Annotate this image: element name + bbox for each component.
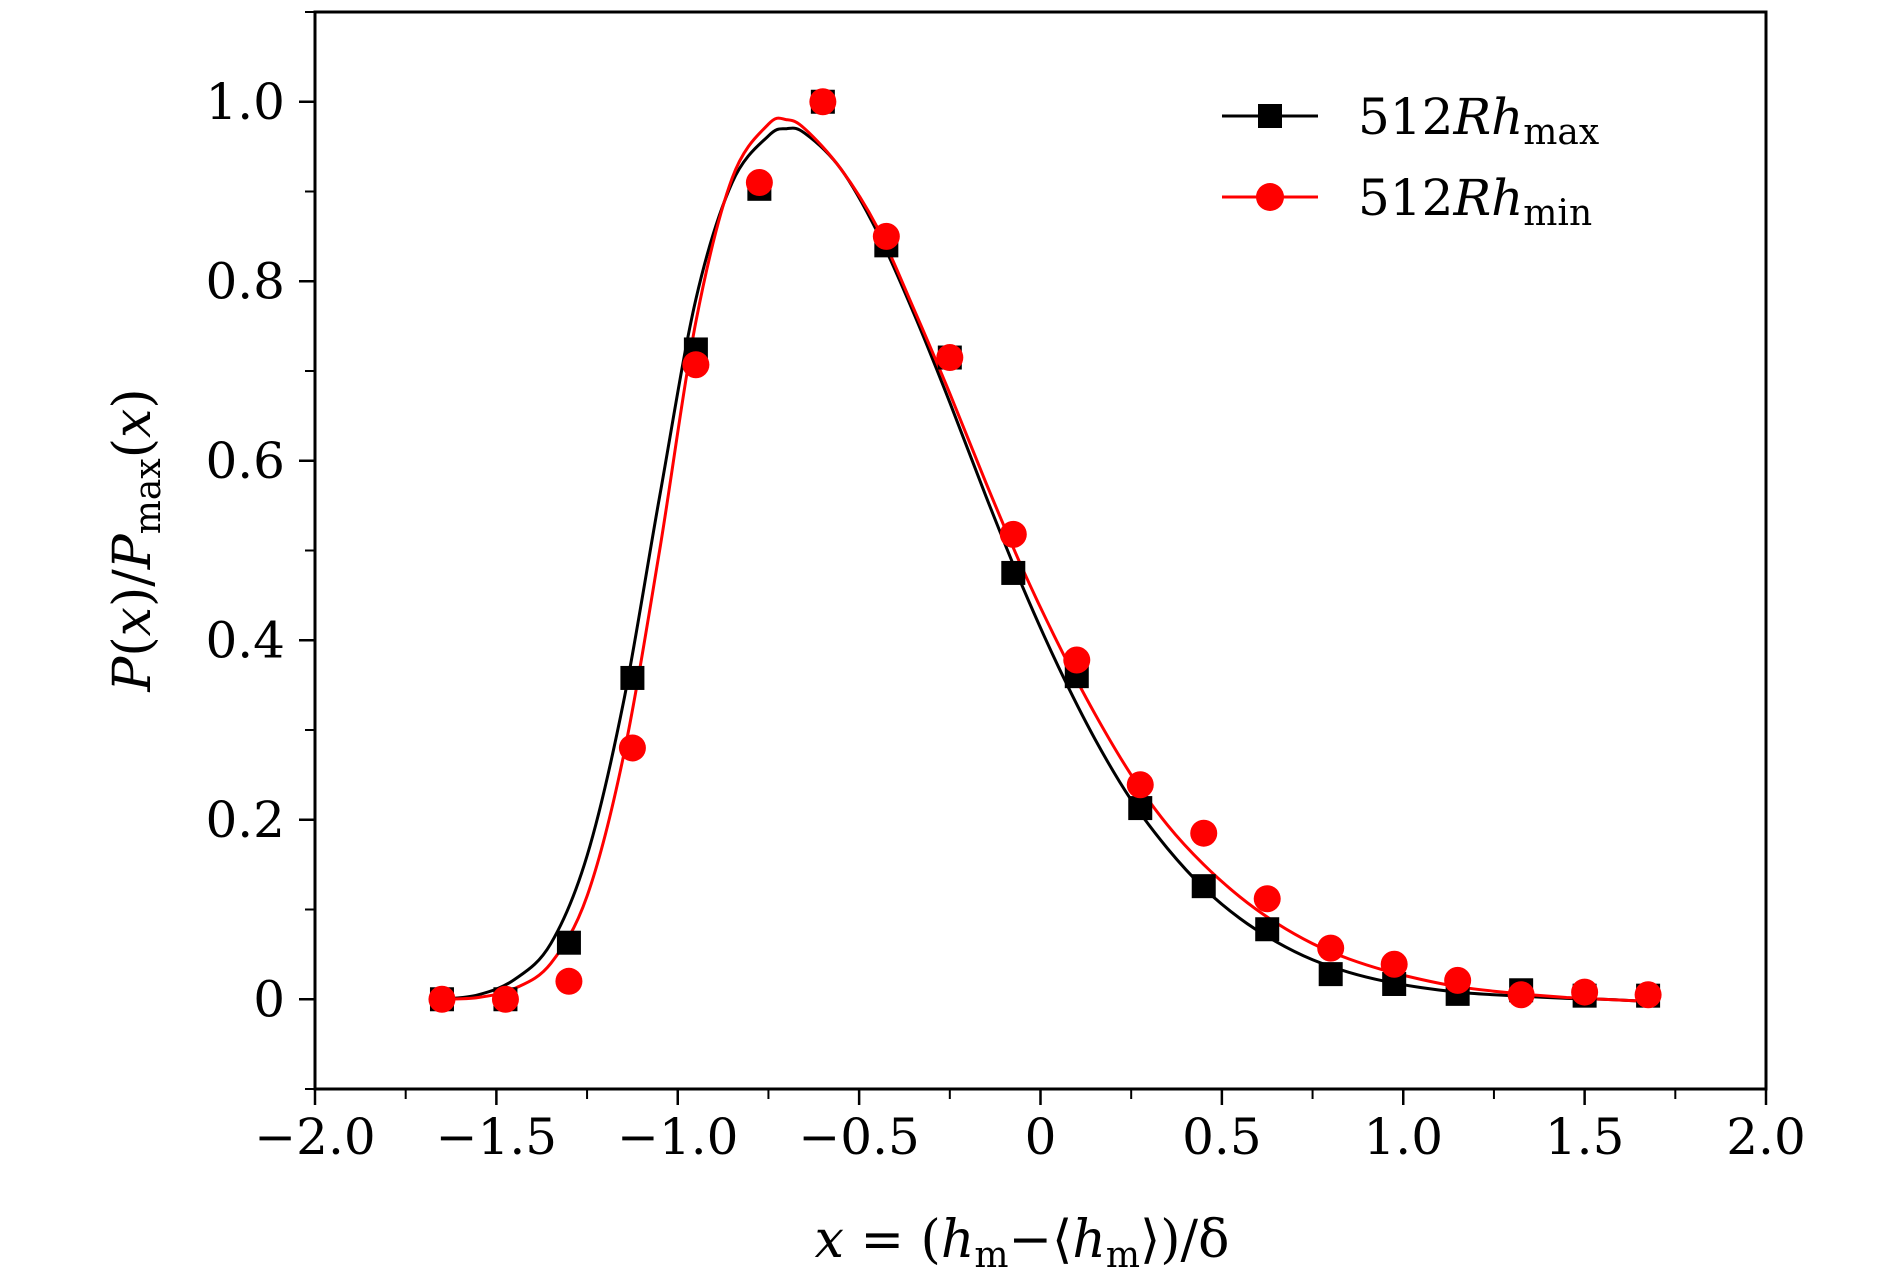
fit-curves (441, 116, 1640, 1003)
data-point-min (936, 344, 964, 372)
fit-curve-min (441, 116, 1640, 1003)
plot-frame (313, 10, 1768, 1091)
y-axis-title: P(x)/Pmax(x) (103, 388, 169, 692)
data-point-min (1571, 978, 1599, 1006)
data-point-min (809, 88, 837, 116)
data-point-min (555, 967, 583, 995)
data-point-min (1126, 771, 1154, 799)
data-point-max (1255, 917, 1280, 942)
axes: −2.0 −1.5 −1.0 −0.5 0 0.5 1.0 1.5 2.0 0 0.2 0.4 0.6 0… (205, 10, 1806, 1166)
data-point-min (1380, 950, 1408, 978)
legend-label-min: 512Rhmin (1358, 169, 1592, 234)
data-point-min (1317, 934, 1345, 962)
data-point-max (1318, 962, 1343, 987)
x-tick-label: −2.0 (254, 1108, 375, 1166)
data-point-min (745, 169, 773, 197)
legend-marker-max (1258, 104, 1282, 128)
data-point-max (556, 930, 581, 955)
fit-curve-max (441, 126, 1640, 1003)
y-tick-label: 0 (253, 970, 285, 1028)
data-point-min (1507, 981, 1535, 1009)
data-point-min (1634, 981, 1662, 1009)
data-point-min (491, 985, 519, 1013)
x-tick-label: 0 (1025, 1108, 1057, 1166)
x-tick-label: −1.5 (436, 1108, 557, 1166)
x-tick-label: −0.5 (798, 1108, 919, 1166)
legend-entry-min: 512Rhmin (1222, 169, 1592, 234)
y-tick-label: 0.6 (205, 432, 285, 490)
data-point-min (428, 985, 456, 1013)
data-point-min (1253, 885, 1281, 913)
data-point-min (999, 520, 1027, 548)
legend: 512Rhmax 512Rhmin (1222, 88, 1599, 234)
y-tick-label: 0.4 (205, 611, 285, 669)
legend-entry-max: 512Rhmax (1222, 88, 1599, 153)
data-point-max (620, 665, 645, 690)
data-point-max (1191, 874, 1216, 899)
y-tick-label: 1.0 (205, 73, 285, 131)
data-point-min (872, 222, 900, 250)
legend-marker-min (1256, 183, 1284, 211)
data-point-min (1063, 646, 1091, 674)
legend-label-max: 512Rhmax (1358, 88, 1599, 153)
x-tick-label: 1.5 (1545, 1108, 1625, 1166)
data-point-min (1190, 819, 1218, 847)
data-markers (428, 88, 1662, 1013)
data-point-max (1001, 560, 1026, 585)
x-tick-label: 0.5 (1182, 1108, 1262, 1166)
y-tick-label: 0.8 (205, 252, 285, 310)
x-tick-label: 1.0 (1363, 1108, 1443, 1166)
y-tick-label: 0.2 (205, 791, 285, 849)
x-axis-title: x = (hm−⟨hm⟩)/δ (815, 1210, 1230, 1276)
data-point-min (1444, 966, 1472, 994)
data-point-min (618, 734, 646, 762)
data-point-min (682, 351, 710, 379)
x-tick-label: 2.0 (1726, 1108, 1806, 1166)
x-tick-label: −1.0 (617, 1108, 738, 1166)
data-point-max (1128, 796, 1153, 821)
